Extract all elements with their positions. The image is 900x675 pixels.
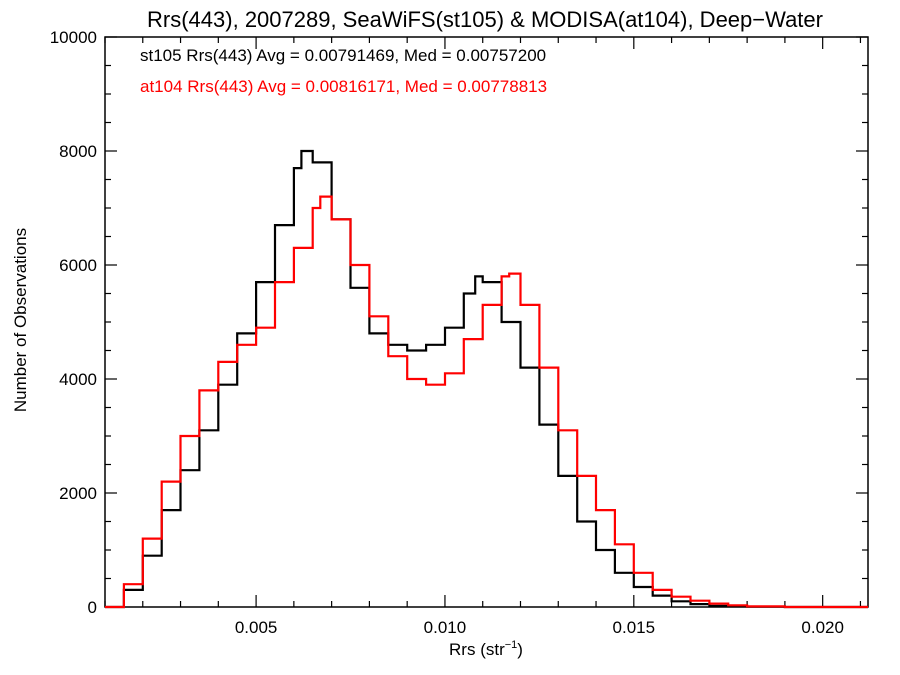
x-axis-label-main: Rrs (str bbox=[449, 640, 505, 659]
series-layer bbox=[105, 149, 868, 609]
y-axis-label: Number of Observations bbox=[11, 228, 30, 412]
axes: 0 2000 4000 6000 8000 10000 0.005 0.010 0.015 0.0… bbox=[50, 28, 869, 637]
x-tick-label: 0.005 bbox=[235, 618, 278, 637]
x-axis-label-end: ) bbox=[517, 640, 523, 659]
x-tick-label: 0.015 bbox=[613, 618, 656, 637]
chart-title: Rrs(443), 2007289, SeaWiFS(st105) & MODI… bbox=[147, 7, 823, 32]
annotation-st105: st105 Rrs(443) Avg = 0.00791469, Med = 0… bbox=[140, 46, 546, 65]
x-axis-label-superscript: −1 bbox=[505, 639, 518, 651]
y-tick-label: 6000 bbox=[59, 256, 97, 275]
y-tick-label: 0 bbox=[88, 598, 97, 617]
y-tick-label: 4000 bbox=[59, 370, 97, 389]
x-tick-label: 0.010 bbox=[424, 618, 467, 637]
y-tick-label: 2000 bbox=[59, 484, 97, 503]
y-tick-label: 8000 bbox=[59, 142, 97, 161]
x-tick-label: 0.020 bbox=[801, 618, 844, 637]
series-line-at104 bbox=[105, 195, 868, 609]
plot-frame bbox=[104, 36, 869, 608]
series-line-st105 bbox=[105, 149, 868, 609]
y-tick-label: 10000 bbox=[50, 28, 97, 47]
annotation-at104: at104 Rrs(443) Avg = 0.00816171, Med = 0… bbox=[140, 77, 547, 96]
x-axis-label: Rrs (str−1) bbox=[449, 639, 523, 659]
